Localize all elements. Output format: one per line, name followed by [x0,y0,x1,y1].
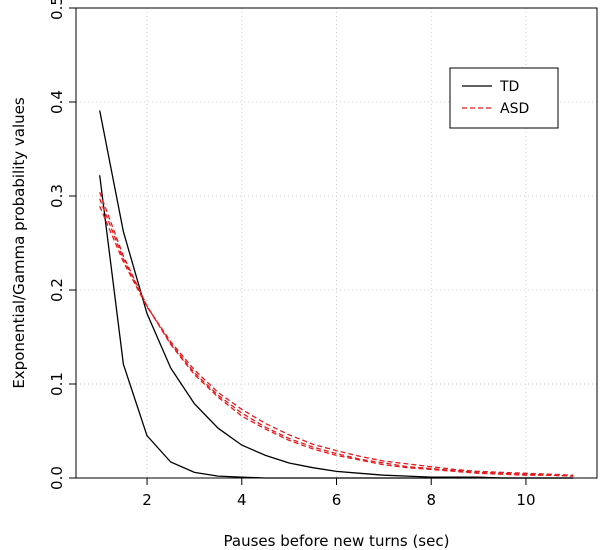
y-tick-label: 0.3 [48,184,66,208]
x-axis-label: Pauses before new turns (sec) [224,532,450,550]
legend-box [449,67,559,129]
legend: TD ASD [449,67,559,129]
series-line-3 [99,198,574,477]
y-tick-label: 0.1 [48,372,66,396]
y-axis-label: Exponential/Gamma probability values [10,97,28,389]
series-line-0 [99,110,574,479]
x-tick-label: 6 [332,491,342,509]
x-tick-label: 2 [142,491,152,509]
y-tick-label: 0.2 [48,278,66,302]
series-line-2 [99,191,574,477]
series-line-1 [99,175,574,479]
x-tick-label: 8 [426,491,436,509]
legend-label: ASD [500,101,529,117]
series-line-4 [99,206,574,476]
x-axis: 2 4 6 8 10 [142,478,536,509]
legend-label: TD [499,79,519,95]
x-tick-label: 10 [516,491,535,509]
x-tick-label: 4 [237,491,247,509]
y-tick-label: 0.5 [48,0,66,20]
y-axis: 0.0 0.1 0.2 0.3 0.4 0.5 [48,0,76,490]
series-layer [99,110,574,479]
y-tick-label: 0.0 [48,466,66,490]
y-tick-label: 0.4 [48,90,66,114]
